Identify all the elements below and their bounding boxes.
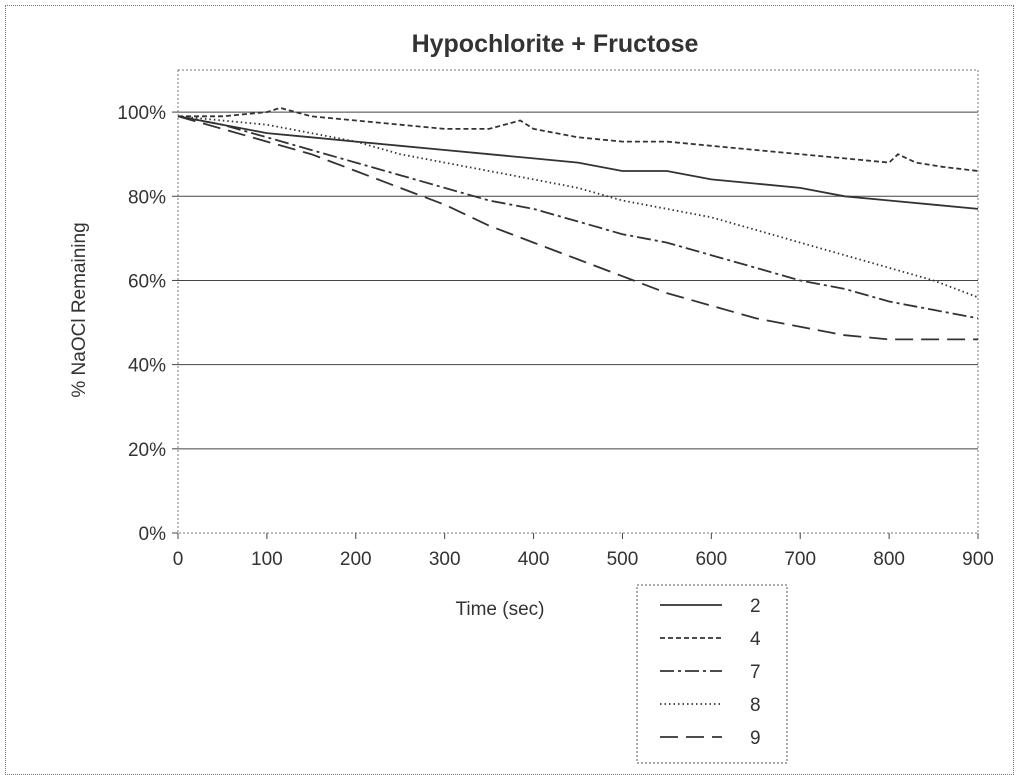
legend-label-8: 8 <box>750 695 761 716</box>
chart-title: Hypochlorite + Fructose <box>412 30 699 58</box>
x-tick-label: 0 <box>173 549 184 570</box>
legend: 2 4 7 8 9 <box>637 585 787 763</box>
x-axis-ticks: 0 100 200 300 400 500 600 700 800 900 <box>173 533 994 570</box>
y-tick-label: 20% <box>128 440 166 461</box>
series-layer <box>178 108 978 340</box>
x-tick-label: 900 <box>962 549 994 570</box>
series-line-2 <box>178 116 978 209</box>
x-tick-label: 100 <box>251 549 283 570</box>
series-line-7 <box>178 116 978 318</box>
series-line-4 <box>178 108 978 171</box>
series-line-9 <box>178 116 978 339</box>
x-tick-label: 400 <box>518 549 550 570</box>
x-axis-label: Time (sec) <box>455 599 544 620</box>
y-axis-ticks: 0% 20% 40% 60% 80% 100% <box>117 103 178 545</box>
legend-label-2: 2 <box>750 596 761 617</box>
plot-area <box>178 70 978 533</box>
y-tick-label: 80% <box>128 187 166 208</box>
legend-label-7: 7 <box>750 662 761 683</box>
x-tick-label: 300 <box>429 549 461 570</box>
y-tick-label: 60% <box>128 271 166 292</box>
x-tick-label: 500 <box>607 549 639 570</box>
x-tick-label: 600 <box>695 549 727 570</box>
x-tick-label: 200 <box>340 549 372 570</box>
x-tick-label: 700 <box>784 549 816 570</box>
y-axis-label: % NaOCl Remaining <box>69 222 90 397</box>
y-tick-label: 100% <box>117 103 166 124</box>
legend-label-9: 9 <box>750 728 761 749</box>
series-line-8 <box>178 116 978 297</box>
legend-label-4: 4 <box>750 629 761 650</box>
y-tick-label: 40% <box>128 356 166 377</box>
x-tick-label: 800 <box>873 549 905 570</box>
y-tick-label: 0% <box>139 524 167 545</box>
